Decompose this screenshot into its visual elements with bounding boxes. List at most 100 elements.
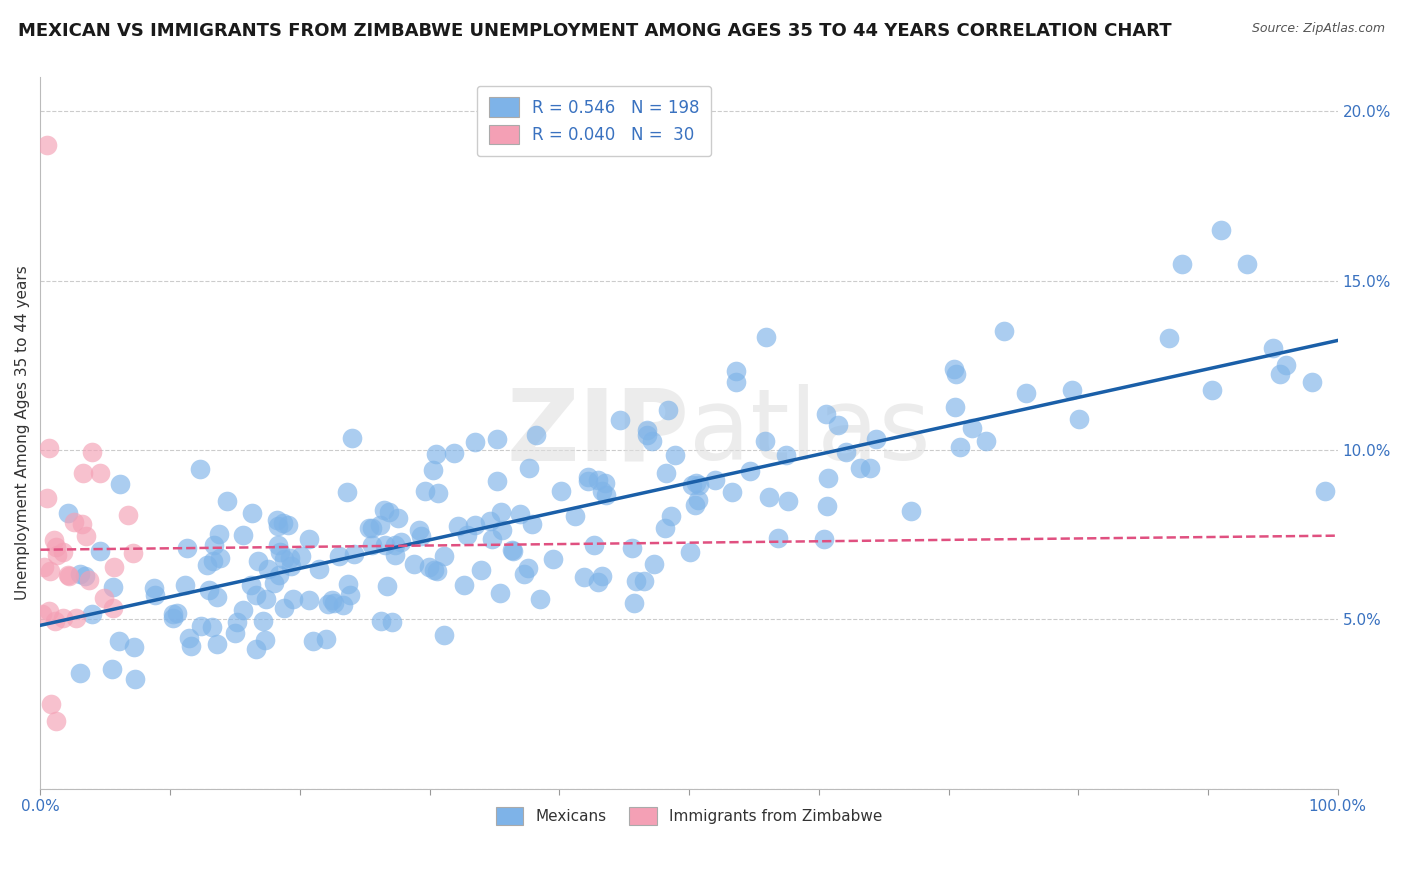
Point xyxy=(302,633,325,648)
Point xyxy=(245,588,267,602)
Point xyxy=(423,563,446,577)
Point xyxy=(39,697,62,711)
Point xyxy=(77,573,100,587)
Point xyxy=(849,461,872,475)
Point xyxy=(368,518,391,533)
Point xyxy=(290,549,312,563)
Point xyxy=(69,567,91,582)
Point xyxy=(315,632,337,646)
Point xyxy=(101,601,124,615)
Text: atlas: atlas xyxy=(689,384,931,482)
Point xyxy=(664,448,686,462)
Point xyxy=(609,413,631,427)
Point xyxy=(253,633,276,648)
Point xyxy=(633,574,655,588)
Point xyxy=(813,532,835,546)
Point xyxy=(591,568,613,582)
Point xyxy=(387,510,409,524)
Point xyxy=(1209,223,1232,237)
Point xyxy=(481,533,503,547)
Point xyxy=(374,538,396,552)
Point xyxy=(425,447,447,461)
Point xyxy=(486,432,509,446)
Point xyxy=(224,625,246,640)
Point xyxy=(491,505,513,519)
Point xyxy=(1261,342,1284,356)
Point xyxy=(704,473,727,487)
Point xyxy=(278,551,301,566)
Point xyxy=(58,569,80,583)
Point xyxy=(103,559,125,574)
Point xyxy=(721,485,744,500)
Point xyxy=(339,588,361,602)
Point xyxy=(683,498,706,512)
Point xyxy=(100,662,122,676)
Point xyxy=(426,564,449,578)
Point xyxy=(1060,383,1083,397)
Point xyxy=(143,581,166,595)
Point xyxy=(58,506,80,520)
Point xyxy=(447,519,470,533)
Point xyxy=(202,538,225,552)
Point xyxy=(768,531,790,545)
Point xyxy=(323,596,346,610)
Point xyxy=(1157,331,1180,345)
Point xyxy=(624,574,647,588)
Point xyxy=(281,592,304,607)
Point xyxy=(46,548,69,562)
Point xyxy=(232,528,254,542)
Point xyxy=(308,562,330,576)
Point xyxy=(38,604,60,618)
Point xyxy=(266,513,288,527)
Point xyxy=(943,362,966,376)
Point xyxy=(89,543,111,558)
Point xyxy=(491,523,513,537)
Point xyxy=(101,580,124,594)
Point xyxy=(409,529,432,543)
Point xyxy=(489,586,512,600)
Point xyxy=(267,568,290,582)
Point xyxy=(641,434,664,448)
Point xyxy=(254,591,277,606)
Point xyxy=(479,515,502,529)
Point xyxy=(70,516,93,531)
Point xyxy=(69,666,91,681)
Point xyxy=(943,400,966,414)
Point xyxy=(1067,411,1090,425)
Point xyxy=(239,578,262,592)
Point xyxy=(595,488,617,502)
Point xyxy=(336,485,359,500)
Point xyxy=(524,428,547,442)
Point xyxy=(73,569,96,583)
Point xyxy=(427,485,450,500)
Point xyxy=(1268,367,1291,381)
Point xyxy=(578,474,600,488)
Point xyxy=(443,446,465,460)
Point xyxy=(1275,358,1298,372)
Point xyxy=(336,576,359,591)
Point xyxy=(370,614,392,628)
Point xyxy=(541,552,564,566)
Point xyxy=(758,490,780,504)
Point xyxy=(623,596,645,610)
Point xyxy=(509,507,531,521)
Point xyxy=(621,541,644,555)
Point xyxy=(636,428,658,442)
Point xyxy=(263,576,285,591)
Point xyxy=(342,431,364,445)
Point xyxy=(375,579,398,593)
Point xyxy=(464,435,486,450)
Point xyxy=(357,520,380,534)
Point xyxy=(433,549,456,563)
Point xyxy=(688,478,710,492)
Point xyxy=(143,588,166,602)
Point xyxy=(267,538,290,552)
Point xyxy=(373,503,395,517)
Point xyxy=(298,593,321,607)
Point xyxy=(685,475,707,490)
Point xyxy=(273,551,295,566)
Point xyxy=(117,508,139,522)
Point xyxy=(162,607,184,621)
Point xyxy=(643,557,665,571)
Point xyxy=(636,423,658,437)
